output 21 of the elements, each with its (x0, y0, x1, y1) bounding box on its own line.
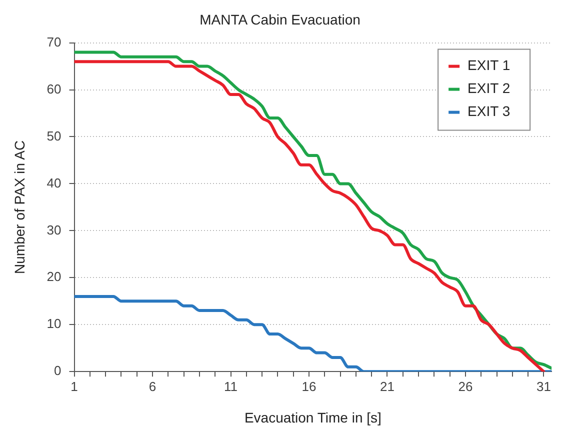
y-tick-label: 30 (46, 222, 62, 238)
x-axis-title: Evacuation Time in [s] (244, 409, 382, 426)
y-tick-label: 60 (46, 81, 62, 96)
x-tick-label: 31 (536, 378, 551, 394)
chart-title: MANTA Cabin Evacuation (200, 11, 360, 28)
y-tick-label: 50 (46, 128, 62, 144)
y-tick-label: 40 (46, 175, 62, 190)
x-tick-label: 6 (148, 378, 156, 394)
x-tick-label: 16 (302, 378, 316, 394)
y-tick-label: 0 (54, 363, 62, 378)
y-tick-label: 10 (46, 316, 62, 332)
y-axis-title: Number of PAX in AC (11, 140, 28, 274)
x-tick-label: 26 (458, 378, 473, 394)
x-tick-label: 21 (380, 378, 394, 394)
x-tick-label: 11 (224, 378, 238, 394)
legend-label: EXIT 3 (468, 103, 510, 120)
legend-label: EXIT 2 (468, 80, 510, 96)
y-tick-label: 20 (46, 269, 62, 284)
y-tick-label: 70 (46, 34, 62, 50)
x-tick-label: 1 (70, 378, 78, 394)
legend-label: EXIT 1 (468, 57, 510, 74)
